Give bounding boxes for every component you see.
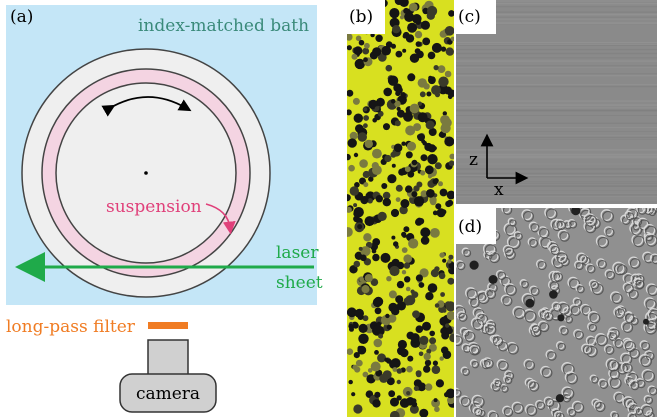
center-dot	[144, 171, 148, 175]
camera-lens	[147, 339, 189, 377]
panel-b-label-bg	[347, 0, 385, 34]
filter-label: long-pass filter	[6, 317, 136, 337]
panel-d-label: (d)	[458, 217, 482, 237]
panel-b: (b)	[347, 0, 454, 417]
panel-a: (a) index-matched bath suspension laser …	[6, 5, 323, 413]
image-c-stripes	[456, 0, 657, 203]
panel-c-label: (c)	[458, 7, 481, 27]
panel-d-label-bg	[456, 208, 496, 244]
suspension-label: suspension	[106, 197, 202, 217]
panel-b-label: (b)	[349, 7, 373, 27]
camera-body	[119, 373, 217, 413]
image-d-particles	[456, 208, 657, 417]
suspension-pointer	[205, 203, 236, 235]
laser-label-line2: sheet	[276, 273, 323, 293]
rotation-arrow	[101, 96, 192, 117]
bath-label: index-matched bath	[138, 16, 309, 36]
long-pass-filter	[148, 322, 188, 329]
x-axis-label: x	[494, 180, 504, 200]
z-axis-label: z	[469, 150, 478, 170]
panel-d: (d)	[456, 208, 657, 417]
panel-c-label-bg	[456, 0, 496, 34]
camera-label: camera	[136, 384, 200, 404]
laser-label-line1: laser	[276, 243, 319, 263]
panel-c: (c) z x	[456, 0, 657, 204]
panel-a-label: (a)	[10, 7, 33, 27]
